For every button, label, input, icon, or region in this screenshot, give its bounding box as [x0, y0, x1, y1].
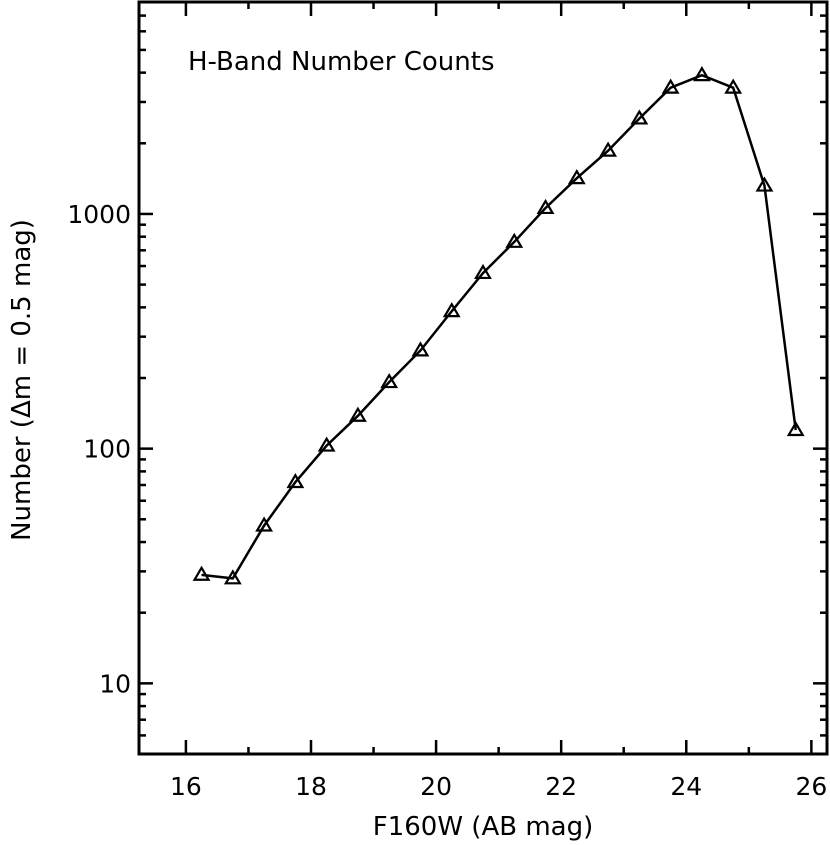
- triangle-marker: [567, 169, 586, 185]
- triangle-marker: [286, 472, 305, 489]
- y-tick-label: 100: [83, 435, 131, 464]
- y-tick-label: 1000: [67, 200, 131, 229]
- x-axis-title: F160W (AB mag): [373, 812, 594, 842]
- triangle-marker: [661, 78, 680, 94]
- data-series: [192, 66, 805, 585]
- triangle-marker: [255, 516, 274, 532]
- triangle-marker: [411, 341, 430, 357]
- x-tick-label: 20: [420, 772, 452, 801]
- y-tick-label: 10: [99, 669, 131, 698]
- triangle-marker: [786, 420, 805, 437]
- triangle-marker: [223, 569, 242, 585]
- triangle-marker: [536, 198, 555, 215]
- plot-frame: [137, 0, 829, 756]
- triangle-marker: [692, 66, 711, 82]
- triangle-marker: [317, 436, 336, 452]
- x-tick-label: 26: [795, 772, 827, 801]
- series-line: [201, 73, 797, 580]
- triangle-marker: [505, 232, 524, 248]
- x-tick-label: 18: [295, 772, 327, 801]
- triangle-marker: [724, 78, 743, 94]
- triangle-marker: [755, 176, 774, 192]
- triangle-marker: [380, 372, 399, 389]
- x-tick-label: 16: [170, 772, 202, 801]
- x-axis-ticks: 16 18 20 22 24 26: [170, 2, 827, 801]
- triangle-marker: [630, 109, 649, 125]
- triangle-marker: [599, 141, 618, 157]
- chart-title: H-Band Number Counts: [188, 47, 495, 77]
- y-axis-ticks: 10 100 1000: [67, 0, 827, 756]
- triangle-marker: [192, 565, 211, 581]
- y-axis-title: Number (Δm = 0.5 mag): [7, 219, 37, 541]
- x-tick-label: 22: [545, 772, 577, 801]
- x-tick-label: 24: [670, 772, 702, 801]
- triangle-marker: [442, 302, 461, 318]
- triangle-marker: [474, 263, 492, 280]
- triangle-marker: [348, 406, 367, 422]
